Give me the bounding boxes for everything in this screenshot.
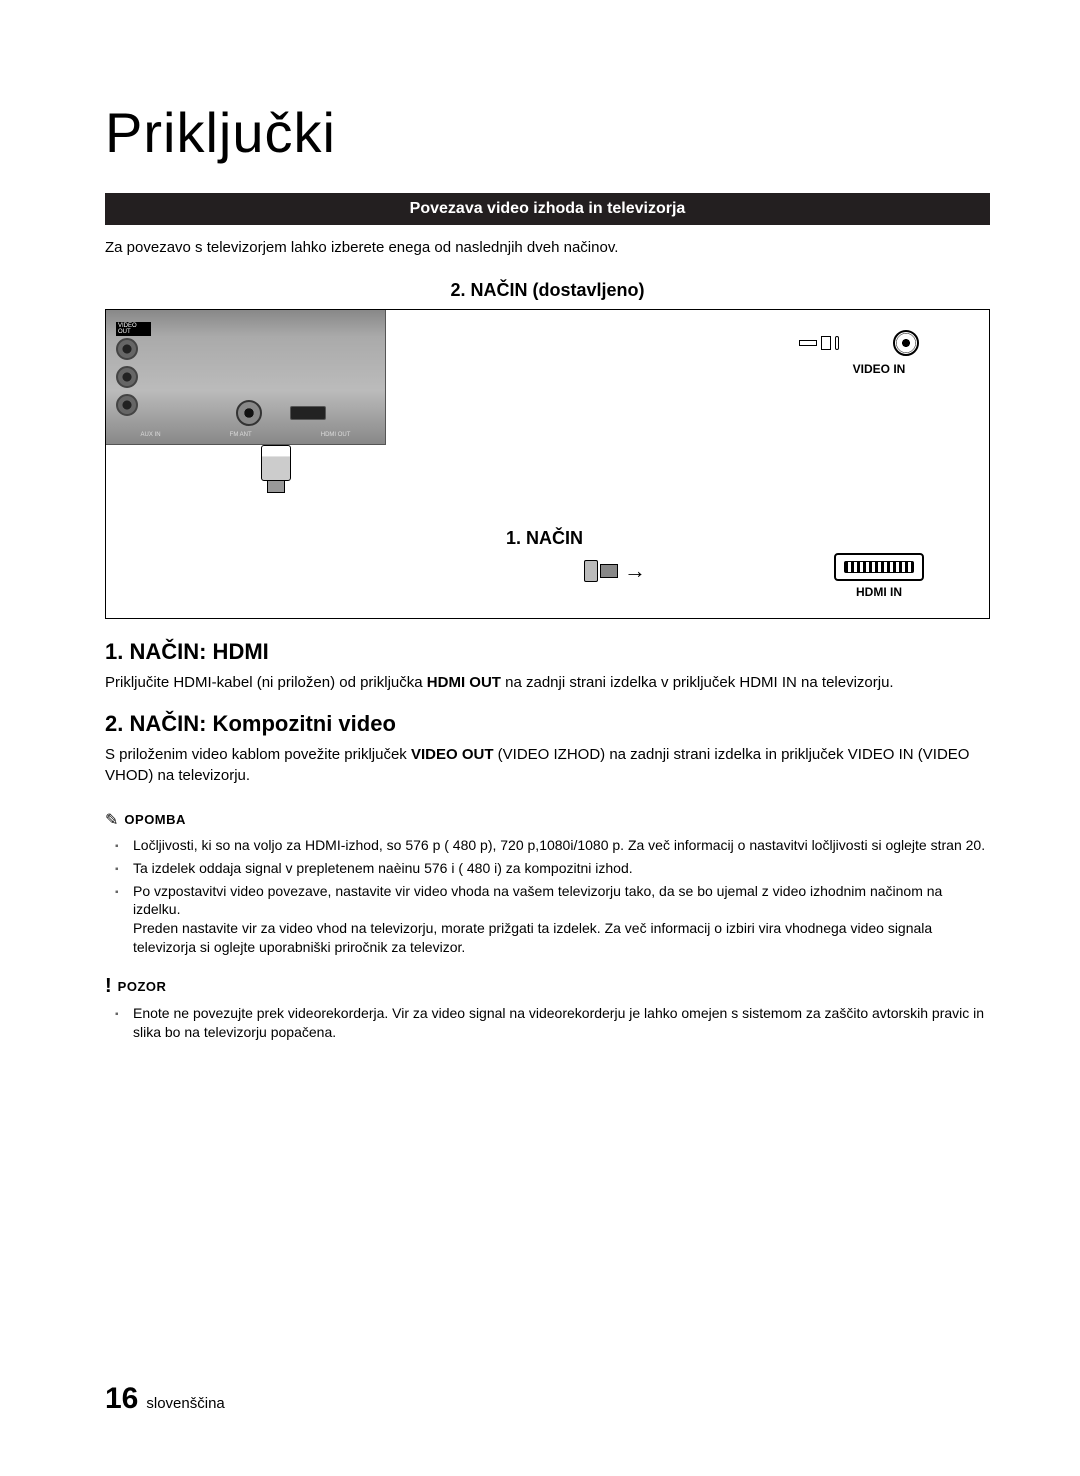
method2-bold: VIDEO OUT (411, 746, 494, 763)
hdmi-in-port: HDMI IN (809, 553, 949, 599)
arrow-icon: → (624, 558, 646, 584)
fm-ant-port (236, 400, 262, 426)
page-number: 16 (105, 1382, 138, 1416)
method2-text-before: S priloženim video kablom povežite prikl… (105, 746, 411, 763)
device-panel: VIDEO OUT AUX IN FM ANT HDMI OUT (106, 310, 386, 445)
tv-video-in: VIDEO IN (799, 330, 959, 376)
intro-text: Za povezavo s televizorjem lahko izberet… (105, 239, 990, 256)
page-title: Priključki (105, 100, 990, 165)
note-header: ✎ OPOMBA (105, 810, 990, 830)
hdmi-out-label: HDMI OUT (321, 432, 351, 438)
hdmi-plug-icon (256, 445, 296, 495)
video-out-jack (116, 338, 138, 360)
hdmi-port-icon (834, 553, 924, 581)
hdmi-cable-end-icon: → (584, 558, 646, 584)
diagram: 2. NAČIN (dostavljeno) VIDEO OUT AUX IN … (105, 280, 990, 619)
coax-jack-icon (893, 330, 919, 356)
diagram-subtitle-top: 2. NAČIN (dostavljeno) (105, 280, 990, 301)
nacin-label: 1. NAČIN (506, 528, 583, 549)
notes-list: Ločljivosti, ki so na voljo za HDMI-izho… (105, 836, 990, 957)
method2-heading: 2. NAČIN: Kompozitni video (105, 711, 990, 737)
section-bar: Povezava video izhoda in televizorja (105, 193, 990, 225)
hdmi-out-port-device (290, 406, 326, 420)
caution-item: Enote ne povezujte prek videorekorderja.… (133, 1004, 990, 1042)
caution-header: ! POZOR (105, 975, 990, 998)
note-item: Ločljivosti, ki so na voljo za HDMI-izho… (133, 836, 990, 855)
video-out-label: VIDEO OUT (116, 322, 151, 336)
method1-text-after: na zadnji strani izdelka v priključek HD… (501, 674, 894, 691)
video-in-label: VIDEO IN (799, 362, 959, 376)
aux-jack-2 (116, 394, 138, 416)
language-label: slovenščina (146, 1395, 224, 1412)
method1-bold: HDMI OUT (427, 674, 501, 691)
note-item: Po vzpostavitvi video povezave, nastavit… (133, 882, 990, 958)
aux-jack-1 (116, 366, 138, 388)
diagram-box: VIDEO OUT AUX IN FM ANT HDMI OUT VIDEO (105, 309, 990, 619)
caution-label: POZOR (118, 979, 167, 994)
note-item: Ta izdelek oddaja signal v prepletenem n… (133, 859, 990, 878)
method1-text-before: Priključite HDMI-kabel (ni priložen) od … (105, 674, 427, 691)
hdmi-in-label: HDMI IN (809, 585, 949, 599)
aux-in-label: AUX IN (141, 432, 161, 438)
note-label: OPOMBA (124, 812, 186, 827)
footer: 16 slovenščina (105, 1382, 225, 1416)
method2-text: S priloženim video kablom povežite prikl… (105, 745, 990, 786)
method1-heading: 1. NAČIN: HDMI (105, 639, 990, 665)
coax-plug-icon (799, 330, 959, 356)
method1-text: Priključite HDMI-kabel (ni priložen) od … (105, 673, 990, 693)
fm-ant-label: FM ANT (230, 432, 252, 438)
caution-list: Enote ne povezujte prek videorekorderja.… (105, 1004, 990, 1042)
note-icon: ✎ (105, 810, 118, 830)
caution-icon: ! (105, 975, 112, 998)
